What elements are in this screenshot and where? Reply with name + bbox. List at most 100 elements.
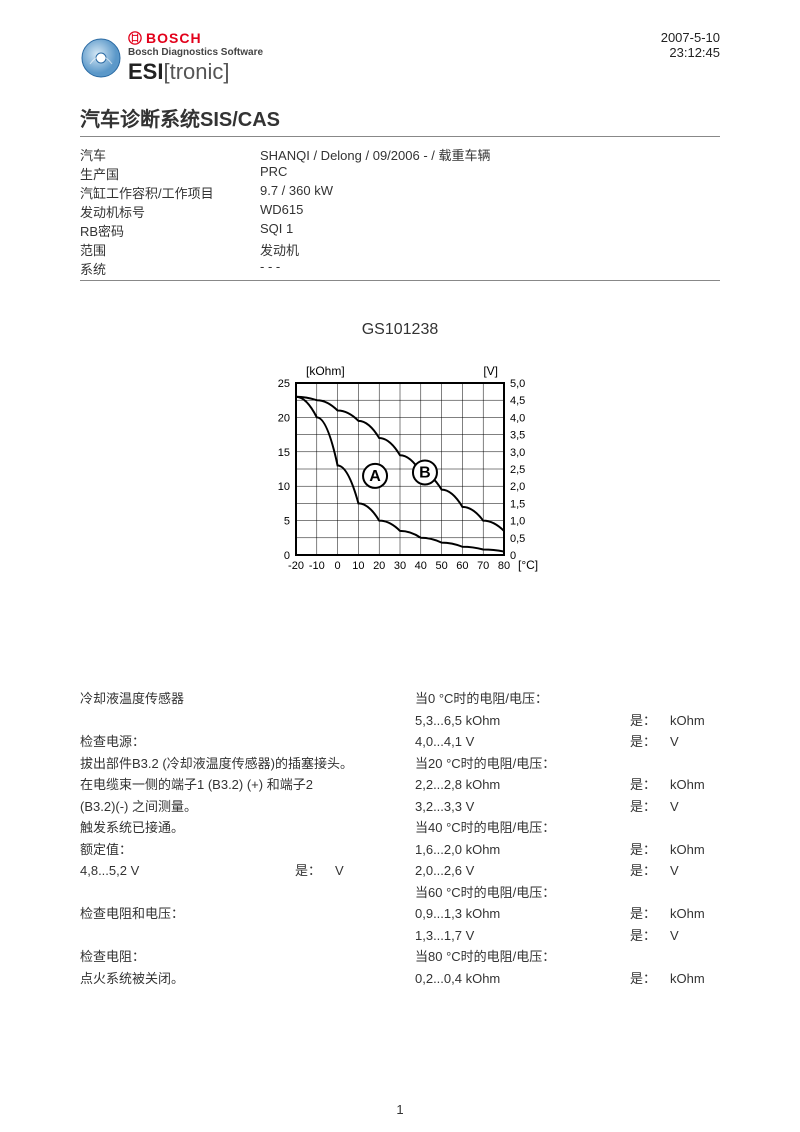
data-columns: 冷却液温度传感器 检查电源：拔出部件B3.2 (冷却液温度传感器)的插塞接头。在… (80, 689, 720, 990)
product-name: ESI[tronic] (128, 59, 263, 85)
info-value: - - - (260, 259, 720, 278)
value-unit: kOhm (670, 969, 720, 989)
value-row: 4,0...4,1 V是：V (415, 732, 720, 752)
resistance-voltage-chart: -20-100102030405060708000,51,01,52,02,53… (260, 359, 540, 579)
svg-text:1,5: 1,5 (510, 499, 525, 511)
info-row: 范围发动机 (80, 240, 720, 259)
date-text: 2007-5-10 (661, 30, 720, 45)
value-unit: V (670, 926, 720, 946)
value-row: 4,8...5,2 V是：V (80, 861, 385, 881)
info-row: 生产国PRC (80, 164, 720, 183)
svg-text:0: 0 (284, 550, 290, 562)
value-range: 2,0...2,6 V (415, 861, 630, 881)
value-sep: 是： (630, 775, 670, 795)
svg-text:70: 70 (477, 560, 489, 572)
svg-text:50: 50 (435, 560, 447, 572)
value-row: 5,3...6,5 kOhm是：kOhm (415, 711, 720, 731)
brand-text: BOSCH (146, 30, 202, 47)
value-unit: kOhm (670, 904, 720, 924)
value-row: 0,2...0,4 kOhm是：kOhm (415, 969, 720, 989)
page-number: 1 (396, 1102, 403, 1117)
value-unit: V (670, 797, 720, 817)
info-value: PRC (260, 164, 720, 183)
value-sep: 是： (630, 711, 670, 731)
svg-text:B: B (419, 465, 431, 482)
value-sep: 是： (630, 926, 670, 946)
svg-text:3,0: 3,0 (510, 447, 525, 459)
right-column: 当0 °C时的电阻/电压：5,3...6,5 kOhm是：kOhm4,0...4… (415, 689, 720, 990)
svg-text:A: A (369, 468, 381, 485)
value-row: 0,9...1,3 kOhm是：kOhm (415, 904, 720, 924)
value-unit: kOhm (670, 775, 720, 795)
svg-text:0,5: 0,5 (510, 533, 525, 545)
text-line: 当20 °C时的电阻/电压： (415, 754, 720, 774)
text-line: 当80 °C时的电阻/电压： (415, 947, 720, 967)
text-line: 额定值： (80, 840, 385, 860)
info-row: 发动机标号WD615 (80, 202, 720, 221)
svg-text:4,0: 4,0 (510, 413, 525, 425)
value-range: 1,6...2,0 kOhm (415, 840, 630, 860)
time-text: 23:12:45 (661, 45, 720, 60)
svg-text:0: 0 (335, 560, 341, 572)
bosch-logo: BOSCH (128, 30, 263, 47)
svg-text:10: 10 (352, 560, 364, 572)
blank-line (80, 883, 385, 903)
value-unit: V (335, 861, 385, 881)
value-row: 2,2...2,8 kOhm是：kOhm (415, 775, 720, 795)
svg-text:2,5: 2,5 (510, 464, 525, 476)
divider (80, 280, 720, 281)
svg-text:20: 20 (373, 560, 385, 572)
value-sep: 是： (630, 797, 670, 817)
svg-text:60: 60 (456, 560, 468, 572)
page-title: 汽车诊断系统SIS/CAS (80, 103, 720, 132)
info-label: 生产国 (80, 164, 260, 183)
text-line: 点火系统被关闭。 (80, 969, 385, 989)
value-sep: 是： (630, 840, 670, 860)
logo-block: BOSCH Bosch Diagnostics Software ESI[tro… (80, 30, 263, 85)
value-range: 2,2...2,8 kOhm (415, 775, 630, 795)
value-range: 0,2...0,4 kOhm (415, 969, 630, 989)
info-row: RB密码SQI 1 (80, 221, 720, 240)
text-line: 当40 °C时的电阻/电压： (415, 818, 720, 838)
blank-line (80, 711, 385, 731)
value-row: 1,3...1,7 V是：V (415, 926, 720, 946)
value-sep: 是： (630, 732, 670, 752)
text-line: 检查电源： (80, 732, 385, 752)
brand-block: BOSCH Bosch Diagnostics Software ESI[tro… (128, 30, 263, 85)
svg-text:0: 0 (510, 550, 516, 562)
value-row: 1,6...2,0 kOhm是：kOhm (415, 840, 720, 860)
info-value: SHANQI / Delong / 09/2006 - / 载重车辆 (260, 145, 720, 164)
info-label: 范围 (80, 240, 260, 259)
svg-text:40: 40 (415, 560, 427, 572)
value-unit: kOhm (670, 840, 720, 860)
value-sep: 是： (295, 861, 335, 881)
value-unit: V (670, 861, 720, 881)
text-line: 冷却液温度传感器 (80, 689, 385, 709)
info-value: SQI 1 (260, 221, 720, 240)
svg-text:[V]: [V] (483, 364, 498, 378)
text-line: 当0 °C时的电阻/电压： (415, 689, 720, 709)
info-value: WD615 (260, 202, 720, 221)
value-sep: 是： (630, 861, 670, 881)
text-line: 拔出部件B3.2 (冷却液温度传感器)的插塞接头。 (80, 754, 385, 774)
svg-text:30: 30 (394, 560, 406, 572)
disc-icon (80, 37, 122, 79)
svg-text:-20: -20 (288, 560, 304, 572)
value-sep: 是： (630, 904, 670, 924)
info-label: 汽缸工作容积/工作项目 (80, 183, 260, 202)
info-label: 系统 (80, 259, 260, 278)
svg-text:20: 20 (278, 413, 290, 425)
blank-line (80, 926, 385, 946)
info-table: 汽车SHANQI / Delong / 09/2006 - / 载重车辆生产国P… (80, 145, 720, 278)
value-range: 4,8...5,2 V (80, 861, 295, 881)
svg-text:10: 10 (278, 481, 290, 493)
svg-text:3,5: 3,5 (510, 430, 525, 442)
value-range: 0,9...1,3 kOhm (415, 904, 630, 924)
gs-code: GS101238 (80, 321, 720, 339)
page-header: BOSCH Bosch Diagnostics Software ESI[tro… (80, 30, 720, 85)
text-line: 检查电阻和电压： (80, 904, 385, 924)
svg-text:[°C]: [°C] (518, 558, 538, 572)
divider (80, 136, 720, 137)
svg-text:2,0: 2,0 (510, 481, 525, 493)
value-row: 2,0...2,6 V是：V (415, 861, 720, 881)
